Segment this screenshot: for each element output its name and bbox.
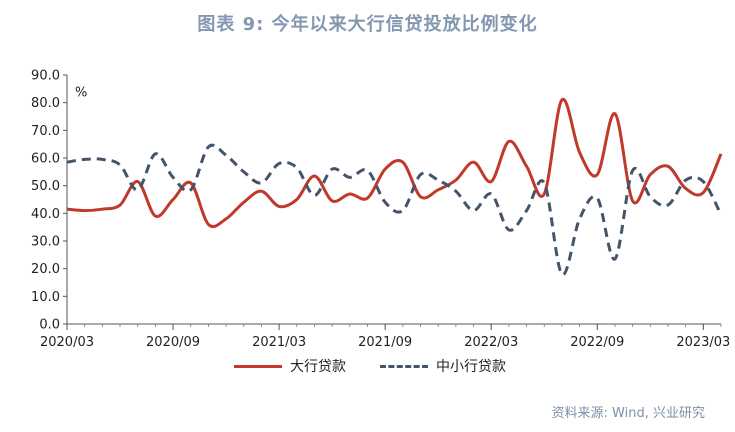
y-tick-label: 50.0 xyxy=(31,179,60,194)
x-tick-label: 2020/03 xyxy=(40,335,94,350)
series-line-large-banks xyxy=(66,97,723,229)
x-tick-label: 2021/09 xyxy=(358,335,412,350)
source-note: 资料来源: Wind, 兴业研究 xyxy=(551,406,705,421)
legend-swatch-large-banks xyxy=(234,364,282,368)
y-tick-label: 30.0 xyxy=(31,235,60,250)
legend-item-small-banks: 中小行贷款 xyxy=(380,356,506,376)
legend-swatch-small-banks xyxy=(380,364,428,368)
y-tick-label: 80.0 xyxy=(31,96,60,111)
y-tick-label: 60.0 xyxy=(31,152,60,167)
series-line-small-banks xyxy=(66,143,723,276)
x-tick-label: 2022/03 xyxy=(464,335,518,350)
x-tick-label: 2021/03 xyxy=(252,335,306,350)
x-tick-label: 2023/03 xyxy=(676,335,730,350)
y-tick-label: 0.0 xyxy=(39,318,60,333)
axes: 90.0 80.0 70.0 60.0 50.0 40.0 30.0 20.0 10.0 0.0%… xyxy=(31,69,730,351)
series-layer xyxy=(66,97,723,276)
y-unit-label: % xyxy=(75,86,87,101)
y-tick-label: 70.0 xyxy=(31,124,60,139)
y-tick-label: 90.0 xyxy=(31,69,60,84)
legend: 大行贷款 中小行贷款 xyxy=(0,356,735,380)
x-tick-label: 2022/09 xyxy=(570,335,624,350)
y-tick-label: 40.0 xyxy=(31,207,60,222)
y-tick-label: 20.0 xyxy=(31,262,60,277)
legend-item-large-banks: 大行贷款 xyxy=(234,356,346,376)
legend-label-large-banks: 大行贷款 xyxy=(290,359,346,375)
y-tick-label: 10.0 xyxy=(31,290,60,305)
chart-title: 图表 9: 今年以来大行信贷投放比例变化 xyxy=(197,14,538,35)
x-tick-label: 2020/09 xyxy=(146,335,200,350)
legend-label-small-banks: 中小行贷款 xyxy=(436,359,506,375)
